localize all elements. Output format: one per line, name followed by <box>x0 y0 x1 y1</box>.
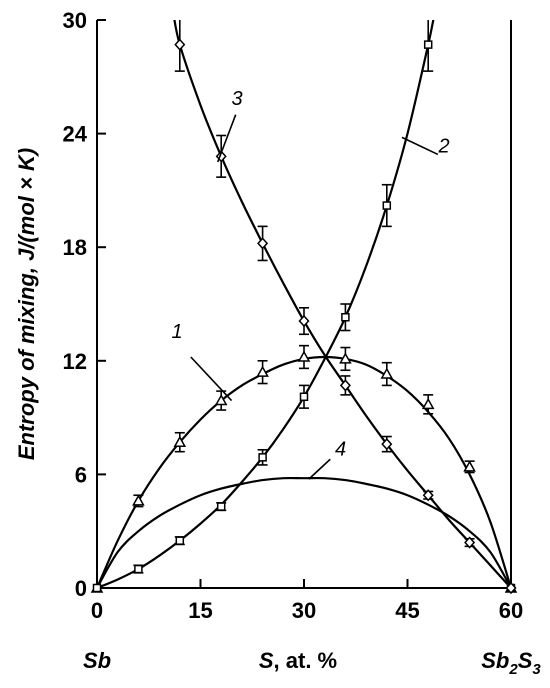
series-1-point <box>256 365 269 377</box>
y-tick-label: 12 <box>63 349 87 374</box>
curves-layer <box>95 20 513 590</box>
series-4-label: 4 <box>335 438 346 460</box>
y-tick-label: 24 <box>63 122 88 147</box>
series-3-point <box>422 489 434 502</box>
series-1-point <box>339 352 352 364</box>
right-end-label: Sb2S3 <box>481 648 541 678</box>
series-2-label: 2 <box>438 136 450 158</box>
series-2-point <box>216 502 226 511</box>
series-3-point <box>381 437 393 451</box>
series-3-point <box>505 581 517 595</box>
series-2-point <box>382 201 392 210</box>
x-axis-title-rest: , at. % <box>274 648 338 673</box>
series-3-point <box>339 379 351 392</box>
series-1-point <box>214 394 228 406</box>
y-tick-label: 6 <box>75 462 87 487</box>
x-tick-label: 60 <box>499 598 523 623</box>
series-2-point <box>341 313 350 322</box>
series-4-leader <box>308 458 331 480</box>
series-2-point <box>423 40 433 49</box>
x-axis-title-var: S <box>259 648 274 673</box>
x-tick-label: 45 <box>395 598 419 623</box>
series-4-line <box>96 476 512 589</box>
series-3-point <box>174 38 186 51</box>
series-1-point <box>421 397 435 410</box>
series-1-point <box>173 435 187 447</box>
series-2-line <box>96 20 435 590</box>
series-3-point <box>257 237 269 250</box>
series-2-point <box>258 453 267 462</box>
series-3-point <box>464 536 476 549</box>
series-2-point <box>299 392 309 402</box>
right-end-label-sub1: 2 <box>508 661 518 678</box>
y-axis-title: Entropy of mixing, J/(mol × K) <box>14 148 39 460</box>
markers-layer <box>90 20 518 595</box>
left-end-label: Sb <box>83 648 111 673</box>
right-end-label-base1: Sb <box>481 648 509 673</box>
right-end-label-base2: S <box>518 648 533 673</box>
series-1-point <box>132 494 145 506</box>
series-3-leader <box>217 114 237 163</box>
x-axis-title: S, at. % <box>259 648 337 673</box>
series-2-point <box>92 583 102 593</box>
series-3-point <box>298 314 310 328</box>
y-tick-label: 18 <box>63 235 87 260</box>
series-2-point <box>134 564 143 574</box>
series-2-leader <box>401 136 439 156</box>
series-1-point <box>380 367 394 379</box>
series-1-point <box>297 350 311 362</box>
series-3-label: 3 <box>232 88 243 110</box>
x-tick-label: 15 <box>188 598 212 623</box>
series-2-point <box>175 536 185 545</box>
series-1-leader <box>190 356 233 402</box>
y-tick-label: 0 <box>75 576 87 601</box>
series-3-line <box>173 20 512 589</box>
x-tick-label: 0 <box>91 598 103 623</box>
x-tick-label: 30 <box>292 598 316 623</box>
y-tick-label: 30 <box>63 8 87 33</box>
right-end-label-sub2: 3 <box>532 661 541 678</box>
series-1-label: 1 <box>171 321 182 343</box>
labels-layer: 1 2 3 4 <box>171 88 450 480</box>
series-1-point <box>463 460 476 472</box>
